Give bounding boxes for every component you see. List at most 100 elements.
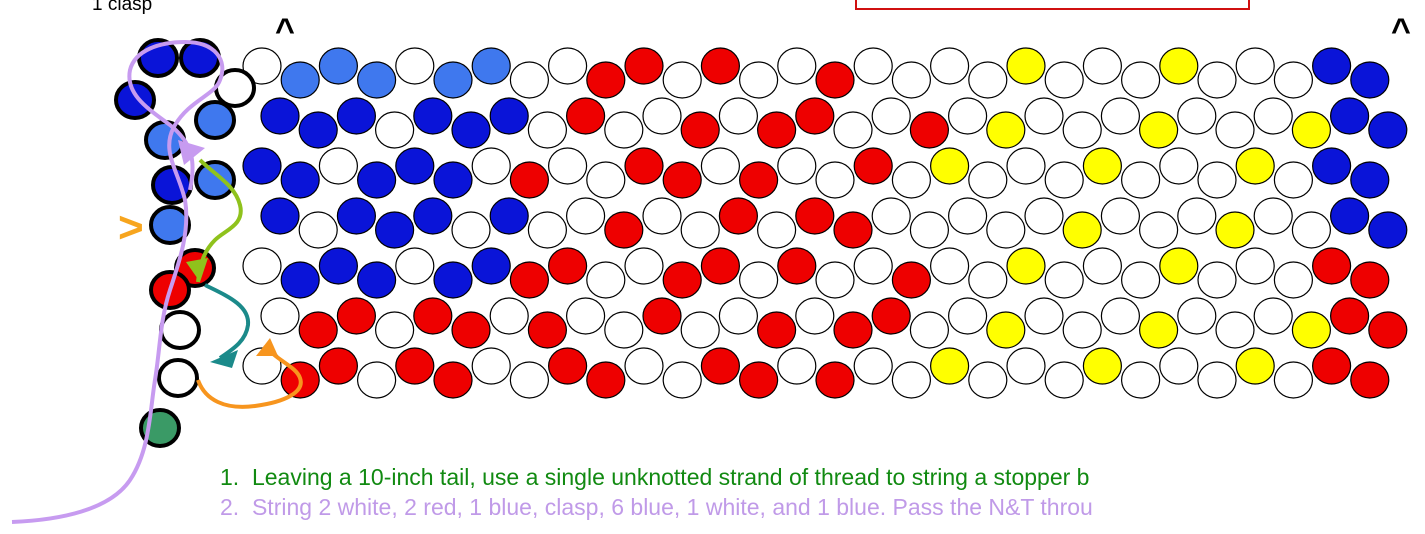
bead bbox=[471, 147, 511, 185]
bead bbox=[1291, 311, 1332, 349]
bead bbox=[433, 261, 473, 299]
bead bbox=[1024, 297, 1064, 335]
bead bbox=[1159, 147, 1199, 185]
bead bbox=[1350, 261, 1390, 299]
bead bbox=[1159, 347, 1199, 385]
bead bbox=[1044, 261, 1084, 299]
bead bbox=[471, 47, 511, 85]
bead bbox=[1215, 111, 1255, 149]
bead bbox=[375, 211, 415, 249]
bead bbox=[1177, 97, 1217, 135]
bead bbox=[624, 147, 664, 185]
bead bbox=[1235, 247, 1275, 285]
bead bbox=[547, 247, 588, 285]
bead bbox=[1273, 361, 1314, 399]
bead bbox=[1329, 197, 1370, 235]
bead bbox=[586, 261, 626, 299]
bead bbox=[260, 97, 300, 135]
bead bbox=[336, 297, 376, 335]
bead bbox=[700, 247, 741, 285]
bead bbox=[1024, 197, 1064, 235]
bead bbox=[1273, 61, 1314, 99]
bead bbox=[1197, 261, 1237, 299]
bead bbox=[777, 247, 817, 285]
bead bbox=[1006, 347, 1046, 385]
bead bbox=[662, 261, 702, 299]
bead bbox=[471, 347, 511, 385]
bead bbox=[1062, 111, 1102, 149]
bead bbox=[395, 147, 435, 185]
bead bbox=[1044, 161, 1084, 199]
bead bbox=[853, 347, 893, 385]
bead bbox=[718, 97, 759, 135]
bead bbox=[1311, 247, 1352, 285]
bead bbox=[642, 97, 682, 135]
bead bbox=[624, 47, 664, 85]
bead bbox=[318, 347, 358, 385]
bead bbox=[1350, 361, 1390, 399]
bead bbox=[909, 211, 950, 249]
bead bbox=[298, 311, 338, 349]
clasp-bead bbox=[149, 205, 191, 245]
bead bbox=[1311, 47, 1352, 85]
bead bbox=[471, 247, 511, 285]
bead bbox=[336, 97, 376, 135]
bead bbox=[565, 197, 606, 235]
bead bbox=[662, 161, 702, 199]
bead bbox=[1311, 347, 1352, 385]
bead bbox=[547, 147, 588, 185]
bead bbox=[1253, 197, 1293, 235]
instruction-step-2: 2. String 2 white, 2 red, 1 blue, clasp,… bbox=[220, 494, 1093, 521]
bead bbox=[280, 61, 320, 99]
bead bbox=[565, 297, 606, 335]
bead bbox=[489, 197, 529, 235]
bead bbox=[586, 61, 626, 99]
bead bbox=[1120, 261, 1161, 299]
bead bbox=[1273, 161, 1314, 199]
bead bbox=[718, 197, 759, 235]
arrowhead-orange bbox=[256, 338, 278, 356]
bead bbox=[357, 261, 397, 299]
bead bbox=[680, 311, 720, 349]
bead bbox=[1006, 247, 1046, 285]
clasp-label: 1 clasp bbox=[92, 0, 153, 15]
bead bbox=[833, 311, 873, 349]
bead bbox=[756, 311, 797, 349]
bead bbox=[298, 211, 338, 249]
bead bbox=[1235, 347, 1275, 385]
bead bbox=[929, 347, 970, 385]
bead bbox=[1197, 361, 1237, 399]
bead bbox=[815, 61, 855, 99]
bead bbox=[624, 347, 664, 385]
bead bbox=[1350, 161, 1390, 199]
bead bbox=[1082, 247, 1123, 285]
bead bbox=[777, 147, 817, 185]
clasp-bead bbox=[157, 358, 199, 398]
bead bbox=[1082, 47, 1123, 85]
instruction-step-1: 1. Leaving a 10-inch tail, use a single … bbox=[220, 464, 1089, 491]
bead bbox=[604, 111, 644, 149]
bead bbox=[527, 211, 568, 249]
bead bbox=[509, 361, 550, 399]
bead bbox=[1291, 211, 1332, 249]
bead bbox=[624, 247, 664, 285]
bead bbox=[375, 111, 415, 149]
caret-side: > bbox=[118, 203, 144, 252]
bead bbox=[1329, 97, 1370, 135]
bead bbox=[1350, 61, 1390, 99]
bead bbox=[968, 361, 1008, 399]
bead bbox=[1197, 161, 1237, 199]
bead bbox=[1159, 247, 1199, 285]
bead bbox=[1368, 211, 1408, 249]
bead bbox=[968, 261, 1008, 299]
bead bbox=[547, 347, 588, 385]
bead bbox=[795, 197, 835, 235]
bead bbox=[947, 297, 988, 335]
bead bbox=[260, 197, 300, 235]
bead bbox=[700, 347, 741, 385]
bead bbox=[357, 161, 397, 199]
bead bbox=[1253, 97, 1293, 135]
bead bbox=[929, 47, 970, 85]
bead bbox=[242, 347, 282, 385]
clasp-bead bbox=[159, 310, 201, 350]
